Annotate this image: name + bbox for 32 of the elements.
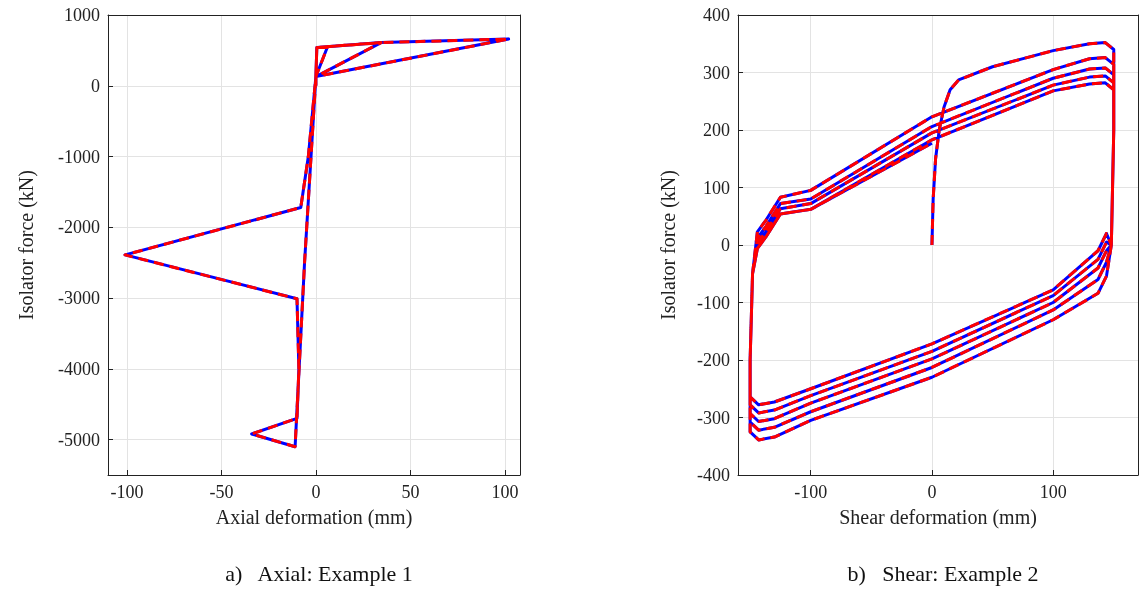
y-axis-title: Isolator force (kN)	[15, 170, 38, 320]
y-tick-label: -400	[697, 465, 730, 485]
x-tick-label: -50	[209, 482, 234, 502]
x-tick-label: 100	[491, 482, 519, 502]
y-tick-label: 300	[703, 62, 730, 83]
y-tick-label: -3000	[58, 288, 100, 309]
line-series	[123, 37, 511, 449]
x-tick-label: -100	[110, 482, 144, 502]
x-tick-label: 100	[1039, 482, 1067, 502]
y-tick-label: -1000	[58, 146, 100, 167]
y-tick-label: 200	[703, 120, 730, 140]
x-axis-title: Axial deformation (mm)	[215, 506, 413, 529]
y-tick-label: -300	[697, 407, 730, 428]
y-tick-label: 0	[91, 75, 100, 96]
y-tick-label: -2000	[58, 217, 100, 238]
text: a) Axial: Example 1	[225, 560, 413, 586]
x-axis-title: Shear deformation (mm)	[839, 506, 1037, 529]
y-tick-label: 1000	[64, 5, 100, 25]
x-tick-label: 0	[311, 482, 321, 502]
y-tick-label: -200	[697, 350, 730, 370]
y-tick-label: 400	[703, 5, 730, 25]
x-tick-label: -100	[794, 482, 828, 502]
line-series	[748, 41, 1116, 442]
y-tick-label: -5000	[58, 429, 100, 450]
y-tick-label: 0	[721, 235, 730, 255]
x-tick-label: 50	[401, 482, 420, 502]
y-axis-title: Isolator force (kN)	[657, 170, 680, 320]
y-tick-label: 100	[703, 177, 730, 198]
text: b) Shear: Example 2	[847, 560, 1039, 586]
x-tick-label: 0	[927, 482, 937, 502]
y-tick-label: -100	[697, 292, 730, 313]
y-tick-label: -4000	[58, 358, 100, 379]
